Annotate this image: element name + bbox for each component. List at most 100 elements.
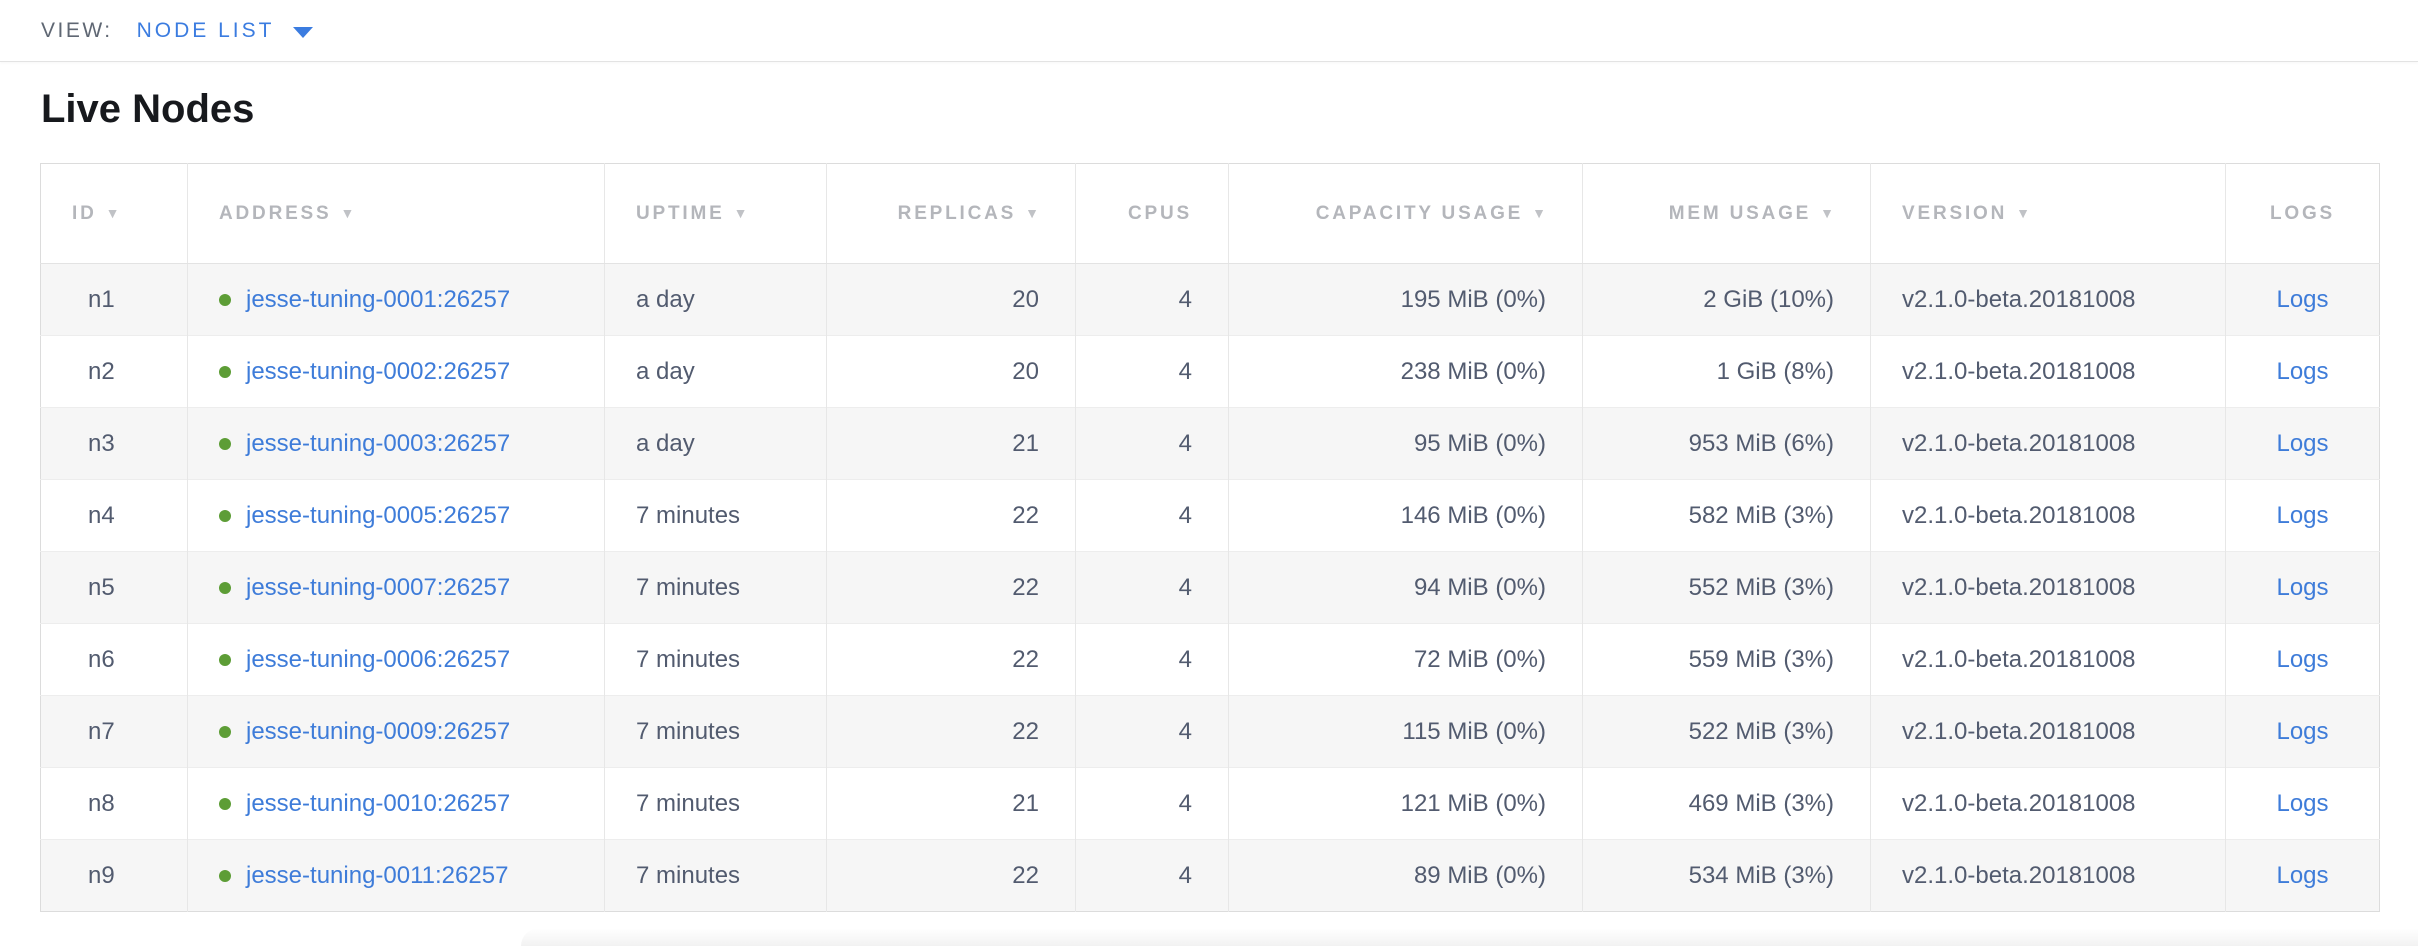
table-header: ID ▼ ADDRESS ▼ UPTIME ▼ REPLICAS ▼ CPUS CAPACITY … [40,163,2380,264]
table-row: n9 jesse-tuning-0011:26257 7 minutes 22 4 89 … [40,839,2380,912]
cell-mem: 552 MiB (3%) [1582,551,1871,624]
node-address: jesse-tuning-0003:26257 [219,430,603,458]
cell-address: jesse-tuning-0007:26257 [187,551,605,624]
cell-cpus: 4 [1075,623,1229,696]
column-header-label: CPUS [1128,202,1192,224]
column-header-label: LOGS [2269,202,2336,224]
column-header-label: ID [72,202,97,224]
cell-capacity: 115 MiB (0%) [1228,695,1583,768]
logs-link[interactable]: Logs [2276,645,2329,673]
column-header-label: REPLICAS [897,202,1017,224]
cell-id: n9 [88,861,115,889]
node-live-dot-icon [219,437,231,450]
node-address-link[interactable]: jesse-tuning-0001:26257 [246,285,511,313]
node-address: jesse-tuning-0010:26257 [219,790,603,818]
cell-mem: 582 MiB (3%) [1582,479,1871,552]
cell-address: jesse-tuning-0009:26257 [187,695,605,768]
cell-address: jesse-tuning-0011:26257 [187,839,605,912]
column-header-label: MEM USAGE [1668,202,1812,224]
cell-cpus: 4 [1075,479,1229,552]
cell-logs: Logs [2225,839,2380,912]
column-header-mem[interactable]: MEM USAGE ▼ [1582,163,1871,264]
cell-mem: 559 MiB (3%) [1582,623,1871,696]
sort-arrow-icon: ▼ [1820,204,1834,221]
cell-uptime: 7 minutes [604,767,827,840]
column-header-address[interactable]: ADDRESS ▼ [187,163,605,264]
page-title: Live Nodes [41,87,255,131]
cell-address: jesse-tuning-0003:26257 [187,407,605,480]
column-header-cpus: CPUS [1075,163,1229,264]
node-address-link[interactable]: jesse-tuning-0006:26257 [246,645,511,673]
cell-capacity: 95 MiB (0%) [1228,407,1583,480]
chevron-down-icon [293,26,314,38]
node-address: jesse-tuning-0005:26257 [219,502,603,530]
cell-address: jesse-tuning-0006:26257 [187,623,605,696]
node-live-dot-icon [219,869,231,882]
cell-version: v2.1.0-beta.20181008 [1870,263,2226,336]
cell-mem: 522 MiB (3%) [1582,695,1871,768]
table-row: n5 jesse-tuning-0007:26257 7 minutes 22 4 94 … [40,551,2380,624]
cell-id: n3 [88,429,115,457]
column-header-capacity[interactable]: CAPACITY USAGE ▼ [1228,163,1583,264]
cell-uptime: 7 minutes [604,695,827,768]
node-live-dot-icon [219,365,231,378]
table-body: n1 jesse-tuning-0001:26257 a day 20 4 195 MiB… [40,263,2380,912]
cell-address: jesse-tuning-0002:26257 [187,335,605,408]
table-row: n4 jesse-tuning-0005:26257 7 minutes 22 4 146… [40,479,2380,552]
node-address-link[interactable]: jesse-tuning-0010:26257 [246,789,511,817]
node-address-link[interactable]: jesse-tuning-0005:26257 [246,501,511,529]
logs-link[interactable]: Logs [2276,717,2329,745]
column-header-label: CAPACITY USAGE [1315,202,1524,224]
cell-replicas: 22 [826,623,1076,696]
logs-link[interactable]: Logs [2276,357,2329,385]
column-header-label: ADDRESS [219,202,332,224]
cell-mem: 1 GiB (8%) [1582,335,1871,408]
cell-id: n2 [88,357,115,385]
node-address-link[interactable]: jesse-tuning-0011:26257 [246,861,509,889]
cell-uptime: a day [604,263,827,336]
column-header-replicas[interactable]: REPLICAS ▼ [826,163,1076,264]
logs-link[interactable]: Logs [2276,285,2329,313]
node-address-link[interactable]: jesse-tuning-0003:26257 [246,429,511,457]
cell-mem: 469 MiB (3%) [1582,767,1871,840]
column-header-id[interactable]: ID ▼ [40,163,188,264]
node-address-link[interactable]: jesse-tuning-0002:26257 [246,357,511,385]
logs-link[interactable]: Logs [2276,789,2329,817]
cell-capacity: 121 MiB (0%) [1228,767,1583,840]
logs-link[interactable]: Logs [2276,501,2329,529]
column-header-version[interactable]: VERSION ▼ [1870,163,2226,264]
logs-link[interactable]: Logs [2276,861,2329,889]
cell-logs: Logs [2225,479,2380,552]
cell-capacity: 89 MiB (0%) [1228,839,1583,912]
cell-version: v2.1.0-beta.20181008 [1870,551,2226,624]
cell-cpus: 4 [1075,767,1229,840]
cell-replicas: 22 [826,479,1076,552]
cell-logs: Logs [2225,695,2380,768]
cell-logs: Logs [2225,623,2380,696]
cell-logs: Logs [2225,335,2380,408]
column-header-uptime[interactable]: UPTIME ▼ [604,163,827,264]
node-live-dot-icon [219,581,231,594]
cell-uptime: 7 minutes [604,551,827,624]
cell-uptime: 7 minutes [604,479,827,552]
node-address-link[interactable]: jesse-tuning-0009:26257 [246,717,511,745]
cell-mem: 534 MiB (3%) [1582,839,1871,912]
sort-arrow-icon: ▼ [1532,204,1546,221]
cell-id: n6 [88,645,115,673]
view-selected-value: NODE LIST [136,18,275,42]
admin-ui-page: VIEW: NODE LIST Live Nodes ID ▼ ADDRESS ▼ UP… [0,18,2418,946]
node-address: jesse-tuning-0001:26257 [219,286,603,314]
cell-version: v2.1.0-beta.20181008 [1870,479,2226,552]
cell-address: jesse-tuning-0001:26257 [187,263,605,336]
view-selector-dropdown[interactable]: NODE LIST [137,19,314,43]
cell-replicas: 20 [826,263,1076,336]
logs-link[interactable]: Logs [2276,573,2329,601]
logs-link[interactable]: Logs [2276,429,2329,457]
node-live-dot-icon [219,653,231,666]
node-live-dot-icon [219,293,231,306]
column-header-label: UPTIME [636,202,725,224]
node-address-link[interactable]: jesse-tuning-0007:26257 [246,573,511,601]
cell-id: n1 [88,285,115,313]
cell-version: v2.1.0-beta.20181008 [1870,695,2226,768]
cell-cpus: 4 [1075,263,1229,336]
